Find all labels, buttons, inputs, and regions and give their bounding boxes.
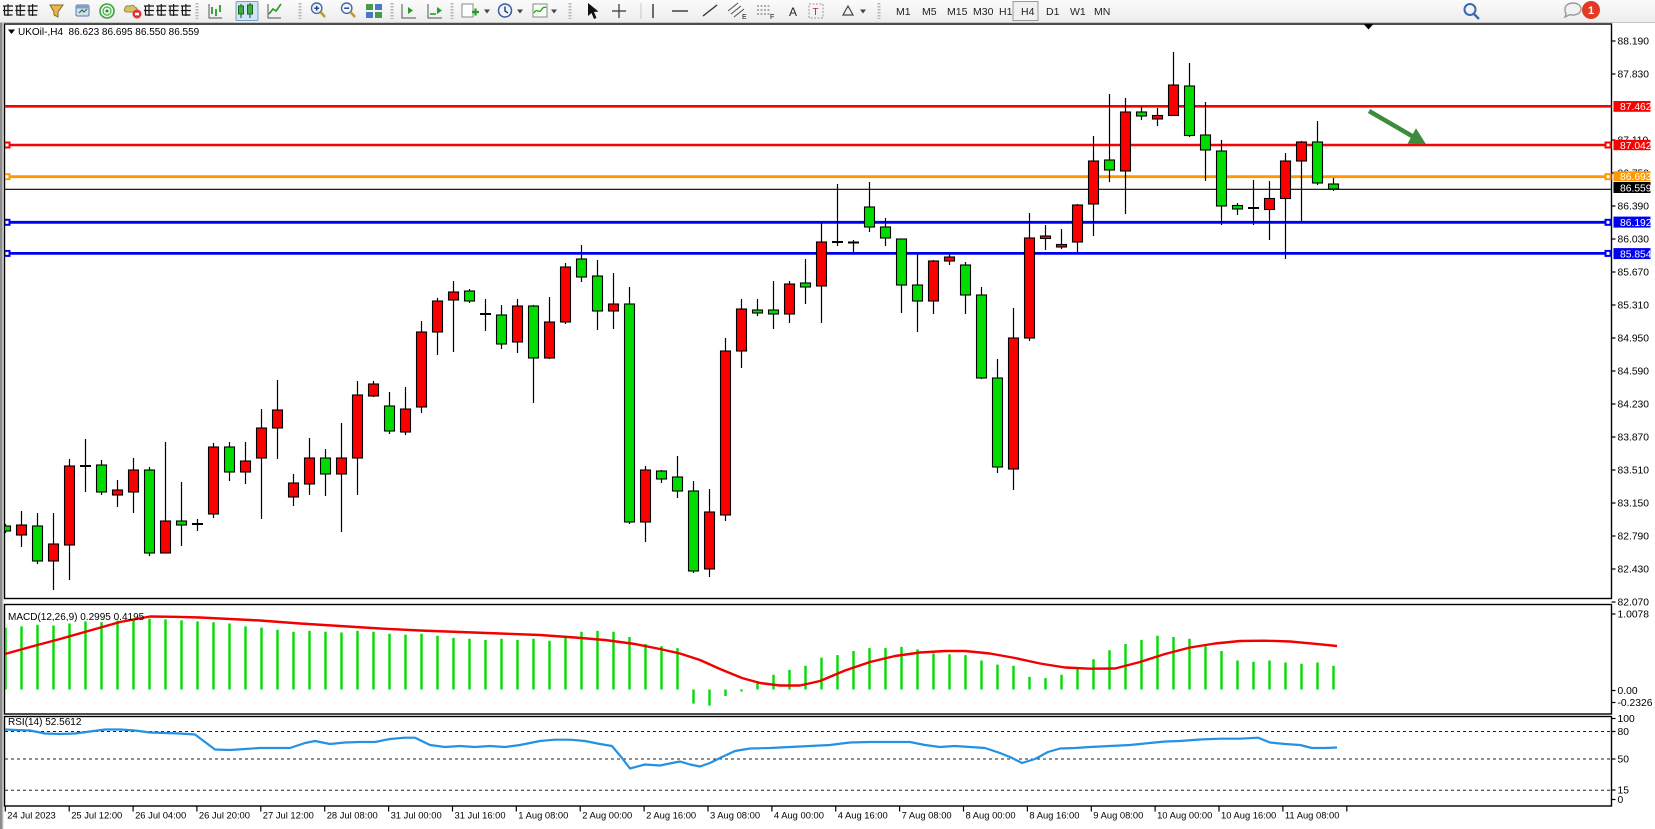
svg-text:86.192: 86.192	[1620, 218, 1652, 229]
svg-text:8 Aug 16:00: 8 Aug 16:00	[1029, 810, 1079, 821]
svg-text:8 Aug 00:00: 8 Aug 00:00	[966, 810, 1016, 821]
svg-text:87.830: 87.830	[1618, 70, 1650, 81]
svg-text:-0.2326: -0.2326	[1618, 698, 1653, 709]
svg-text:W1: W1	[1070, 6, 1086, 18]
svg-text:1 Aug 08:00: 1 Aug 08:00	[518, 810, 568, 821]
svg-text:83.510: 83.510	[1618, 466, 1650, 477]
svg-text:26 Jul 20:00: 26 Jul 20:00	[199, 810, 250, 821]
svg-text:M1: M1	[896, 6, 911, 18]
svg-text:86.030: 86.030	[1618, 235, 1650, 246]
svg-text:86.693: 86.693	[1620, 172, 1652, 183]
svg-text:F: F	[770, 14, 774, 21]
svg-text:28 Jul 08:00: 28 Jul 08:00	[327, 810, 378, 821]
svg-text:A: A	[789, 5, 797, 19]
svg-text:84.590: 84.590	[1618, 367, 1650, 378]
svg-text:T: T	[813, 7, 819, 18]
svg-text:10 Aug 00:00: 10 Aug 00:00	[1157, 810, 1212, 821]
svg-text:4 Aug 00:00: 4 Aug 00:00	[774, 810, 824, 821]
svg-text:1.0078: 1.0078	[1618, 610, 1650, 621]
svg-text:3 Aug 08:00: 3 Aug 08:00	[710, 810, 760, 821]
svg-text:H1: H1	[999, 6, 1013, 18]
svg-text:31 Jul 00:00: 31 Jul 00:00	[391, 810, 442, 821]
svg-text:86.559: 86.559	[1620, 183, 1652, 194]
svg-text:D1: D1	[1046, 6, 1060, 18]
svg-text:82.430: 82.430	[1618, 565, 1650, 576]
svg-text:4 Aug 16:00: 4 Aug 16:00	[838, 810, 888, 821]
svg-text:82.070: 82.070	[1618, 598, 1650, 609]
svg-text:11 Aug 08:00: 11 Aug 08:00	[1285, 810, 1340, 821]
svg-text:31 Jul 16:00: 31 Jul 16:00	[455, 810, 506, 821]
svg-text:2 Aug 00:00: 2 Aug 00:00	[582, 810, 632, 821]
svg-text:15: 15	[1618, 786, 1630, 797]
svg-text:H4: H4	[1021, 6, 1035, 18]
svg-text:25 Jul 12:00: 25 Jul 12:00	[71, 810, 122, 821]
svg-text:100: 100	[1618, 714, 1635, 725]
svg-text:RSI(14) 52.5612: RSI(14) 52.5612	[8, 717, 82, 728]
svg-text:85.854: 85.854	[1620, 249, 1652, 260]
svg-text:87.042: 87.042	[1620, 141, 1652, 152]
svg-text:85.670: 85.670	[1618, 268, 1650, 279]
svg-text:10 Aug 16:00: 10 Aug 16:00	[1221, 810, 1276, 821]
svg-text:M5: M5	[922, 6, 937, 18]
svg-text:0: 0	[1618, 795, 1624, 806]
svg-text:85.310: 85.310	[1618, 301, 1650, 312]
svg-text:83.870: 83.870	[1618, 433, 1650, 444]
svg-text:50: 50	[1618, 755, 1630, 766]
svg-text:87.462: 87.462	[1620, 102, 1652, 113]
svg-text:84.950: 84.950	[1618, 334, 1650, 345]
svg-text:2 Aug 16:00: 2 Aug 16:00	[646, 810, 696, 821]
svg-text:1: 1	[1588, 5, 1594, 17]
svg-text:M30: M30	[973, 6, 994, 18]
svg-text:27 Jul 12:00: 27 Jul 12:00	[263, 810, 314, 821]
svg-text:9 Aug 08:00: 9 Aug 08:00	[1093, 810, 1143, 821]
svg-text:80: 80	[1618, 727, 1630, 738]
svg-text:83.150: 83.150	[1618, 499, 1650, 510]
svg-text:82.790: 82.790	[1618, 532, 1650, 543]
svg-text:26 Jul 04:00: 26 Jul 04:00	[135, 810, 186, 821]
svg-text:M15: M15	[947, 6, 968, 18]
svg-text:84.230: 84.230	[1618, 400, 1650, 411]
svg-text:MACD(12,26,9) 0.2995 0.4195: MACD(12,26,9) 0.2995 0.4195	[8, 612, 145, 623]
svg-text:7 Aug 08:00: 7 Aug 08:00	[902, 810, 952, 821]
svg-text:MN: MN	[1094, 6, 1110, 18]
svg-text:E: E	[742, 14, 747, 21]
svg-text:88.190: 88.190	[1618, 37, 1650, 48]
svg-text:24 Jul 2023: 24 Jul 2023	[7, 810, 55, 821]
svg-text:0.00: 0.00	[1618, 686, 1638, 697]
svg-text:UKOil-,H4 86.623 86.695 86.55: UKOil-,H4 86.623 86.695 86.550 86.559	[18, 27, 200, 38]
svg-text:86.390: 86.390	[1618, 202, 1650, 213]
